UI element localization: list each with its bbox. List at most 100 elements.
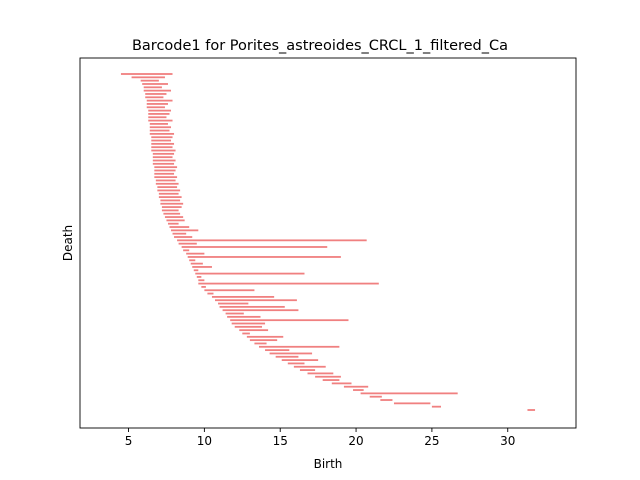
barcode-bar [246, 335, 284, 338]
barcode-bar [198, 282, 379, 285]
barcode-bar [152, 152, 175, 155]
barcode-bar [231, 322, 266, 325]
barcode-bar [322, 379, 340, 381]
barcode-bar [151, 139, 172, 142]
barcode-bar [193, 269, 199, 272]
barcode-bar [157, 186, 178, 189]
barcode-bar [120, 73, 173, 75]
barcode-bar [140, 79, 159, 82]
barcode-bar [152, 162, 175, 165]
barcode-bar [166, 219, 185, 222]
barcode-bar [242, 332, 250, 335]
barcode-bar [225, 312, 244, 315]
x-tick-label: 30 [500, 434, 515, 448]
barcode-bar [161, 206, 182, 208]
barcode-bar [215, 299, 297, 302]
barcode-bar [307, 372, 334, 375]
barcode-bar [149, 132, 175, 135]
barcode-bar [393, 402, 431, 405]
barcode-bar [146, 103, 168, 105]
barcode-bar [201, 286, 206, 288]
barcode-bar [158, 196, 182, 198]
barcode-bar [163, 212, 181, 215]
barcode-bar [187, 256, 341, 258]
barcode-bar [151, 146, 173, 149]
barcode-bar [174, 236, 193, 238]
x-axis-ticks: 5 10 15 20 25 30 [125, 428, 515, 448]
barcode-bar [275, 355, 299, 358]
barcode-bar [249, 339, 278, 342]
barcode-bar [315, 375, 341, 378]
barcode-bar [527, 409, 536, 411]
barcode-bar [218, 302, 249, 305]
barcode-bar [169, 226, 190, 228]
barcode-bar [431, 405, 441, 408]
barcode-bar [171, 229, 199, 232]
barcode-bar [152, 156, 173, 159]
barcode-bar [219, 305, 285, 308]
barcode-bar [293, 365, 326, 368]
barcode-bar [167, 222, 179, 225]
barcode-bar [258, 345, 340, 348]
barcode-bar [177, 239, 367, 242]
barcode-bar [143, 89, 172, 92]
barcode-bar [380, 399, 393, 401]
barcode-bar [192, 266, 212, 268]
barcode-bar [265, 349, 290, 352]
barcode-bar [331, 382, 352, 385]
barcode-bar [149, 126, 172, 129]
barcode-bar [145, 93, 167, 95]
barcode-bar [161, 209, 179, 212]
barcode-bar [143, 86, 162, 89]
x-tick-label: 25 [424, 434, 439, 448]
barcode-bar [227, 315, 261, 318]
barcode-bar [151, 142, 175, 145]
barcode-bar [204, 289, 255, 292]
x-tick-label: 15 [273, 434, 288, 448]
x-tick-label: 20 [348, 434, 363, 448]
barcode-bar [148, 119, 173, 122]
barcode-bar [287, 362, 305, 365]
barcode-bar [178, 242, 197, 245]
barcode-bar [142, 83, 168, 85]
barcode-bar [239, 329, 269, 332]
barcode-bar [157, 189, 181, 192]
barcode-bar [222, 309, 299, 312]
barcode-bar [369, 395, 382, 398]
plot-area-frame [79, 57, 577, 429]
barcode-bar [254, 342, 267, 345]
barcode-bar [160, 202, 184, 205]
barcode-bar [183, 249, 190, 252]
y-axis-label: Death [61, 225, 75, 261]
barcode-bar [353, 389, 364, 391]
barcode-bar [343, 385, 369, 388]
barcode-bar [211, 295, 275, 298]
barcode-bar [151, 136, 173, 139]
barcode-bar [189, 259, 196, 262]
barcode-bar [154, 166, 178, 169]
barcode-bar [131, 76, 165, 79]
barcode-bar [151, 149, 176, 152]
chart-title: Barcode1 for Porites_astreoides_CRCL_1_f… [132, 38, 508, 54]
barcode-bar [154, 172, 175, 175]
barcode-bar [155, 182, 179, 185]
barcode-bar [152, 159, 176, 162]
x-tick-label: 5 [125, 434, 133, 448]
barcode-bar [234, 325, 263, 328]
barcode-bar [146, 99, 173, 102]
barcode-bar [190, 262, 203, 265]
x-tick-label: 10 [197, 434, 212, 448]
barcode-bar [164, 216, 184, 218]
barcode-bar [149, 129, 170, 132]
bars-group [120, 73, 536, 411]
barcode-bar [198, 279, 205, 282]
barcode-bar [196, 276, 202, 278]
barcode-bar [230, 319, 349, 322]
barcode-bar [207, 292, 214, 295]
barcode-bar [299, 369, 316, 371]
barcode-bar [148, 109, 172, 112]
barcode-bar [154, 169, 176, 172]
barcode-bar [158, 192, 179, 195]
barcode-bar [172, 232, 187, 235]
barcode-bar [148, 116, 167, 119]
